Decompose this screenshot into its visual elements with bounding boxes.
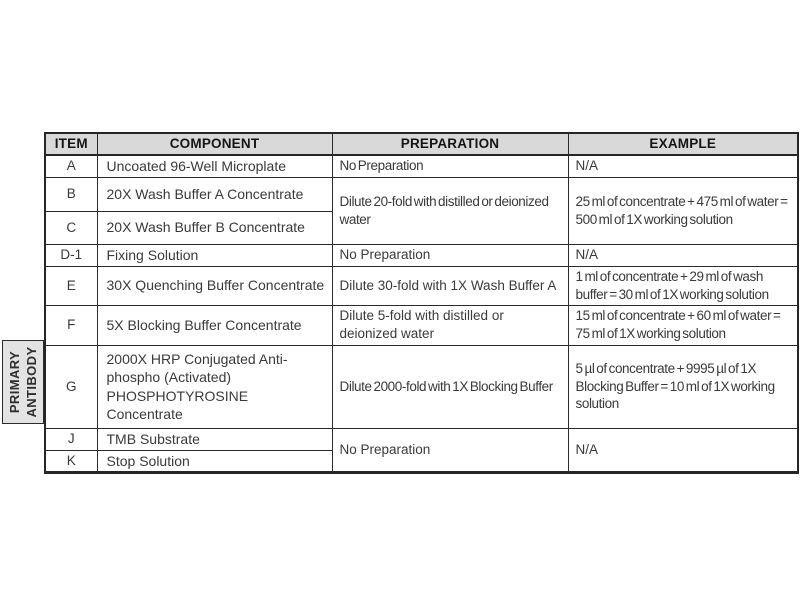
cell-c-item: C (44, 210, 98, 245)
cell-d1-item: D-1 (44, 243, 98, 267)
primary-antibody-line2: ANTIBODY (24, 346, 39, 418)
header-component: COMPONENT (96, 132, 333, 156)
cell-f-preparation: Dilute 5-fold with distilled or deionize… (331, 304, 569, 346)
cell-e-component: 30X Quenching Buffer Concentrate (96, 265, 333, 306)
cell-a-component: Uncoated 96-Well Microplate (96, 154, 333, 178)
cell-bc-example: 25 ml of concentrate + 475 ml of water =… (567, 176, 799, 245)
cell-f-item: F (44, 304, 98, 346)
table-row-g: G 2000X HRP Conjugated Anti-phospho (Act… (44, 344, 799, 429)
cell-g-item: G (44, 344, 98, 429)
table-row-b: B 20X Wash Buffer A Concentrate Dilute 2… (44, 176, 799, 245)
cell-f-component: 5X Blocking Buffer Concentrate (96, 304, 333, 346)
primary-antibody-label: PRIMARY ANTIBODY (2, 340, 44, 424)
header-example: EXAMPLE (567, 132, 799, 156)
primary-antibody-line1: PRIMARY (7, 350, 23, 414)
cell-a-preparation: No Preparation (331, 154, 569, 178)
cell-a-item: A (44, 154, 98, 178)
table-row-f: F 5X Blocking Buffer Concentrate Dilute … (44, 304, 799, 346)
cell-d1-preparation: No Preparation (331, 243, 569, 267)
cell-a-example: N/A (567, 154, 799, 178)
cell-jk-example: N/A (567, 427, 799, 473)
table-header-row: ITEM COMPONENT PREPARATION EXAMPLE (44, 132, 799, 156)
table-row-e: E 30X Quenching Buffer Concentrate Dilut… (44, 265, 799, 306)
cell-g-preparation: Dilute 2000-fold with 1X Blocking Buffer (331, 344, 569, 429)
cell-d1-component: Fixing Solution (96, 243, 333, 267)
cell-c-component: 20X Wash Buffer B Concentrate (96, 210, 333, 245)
header-item: ITEM (44, 132, 98, 156)
primary-antibody-label-text: PRIMARY ANTIBODY (3, 340, 45, 424)
cell-g-component: 2000X HRP Conjugated Anti-phospho (Activ… (96, 344, 333, 429)
cell-g-example: 5 µl of concentrate + 9995 µl of 1X Bloc… (567, 344, 799, 429)
table-row-a: A Uncoated 96-Well Microplate No Prepara… (44, 154, 799, 178)
cell-bc-preparation: Dilute 20-fold with distilled or deioniz… (331, 176, 569, 245)
cell-b-component: 20X Wash Buffer A Concentrate (96, 176, 333, 212)
table-row-k: K Stop Solution (44, 449, 798, 473)
cell-k-component: Stop Solution (96, 449, 333, 473)
cell-jk-preparation: No Preparation (331, 427, 569, 473)
cell-e-preparation: Dilute 30-fold with 1X Wash Buffer A (331, 265, 569, 306)
header-preparation: PREPARATION (331, 132, 569, 156)
cell-b-item: B (44, 176, 98, 212)
cell-j-item: J (44, 427, 98, 451)
cell-d1-example: N/A (567, 243, 799, 267)
cell-e-item: E (44, 265, 98, 306)
cell-j-component: TMB Substrate (96, 427, 333, 451)
cell-e-example: 1 ml of concentrate + 29 ml of wash buff… (567, 265, 799, 306)
cell-k-item: K (44, 449, 98, 473)
cell-f-example: 15 ml of concentrate + 60 ml of water = … (567, 304, 799, 346)
table-row-j: J TMB Substrate No Preparation N/A (44, 427, 799, 473)
table-row-d1: D-1 Fixing Solution No Preparation N/A (44, 243, 799, 267)
components-table: ITEM COMPONENT PREPARATION EXAMPLE A Unc… (44, 132, 799, 474)
